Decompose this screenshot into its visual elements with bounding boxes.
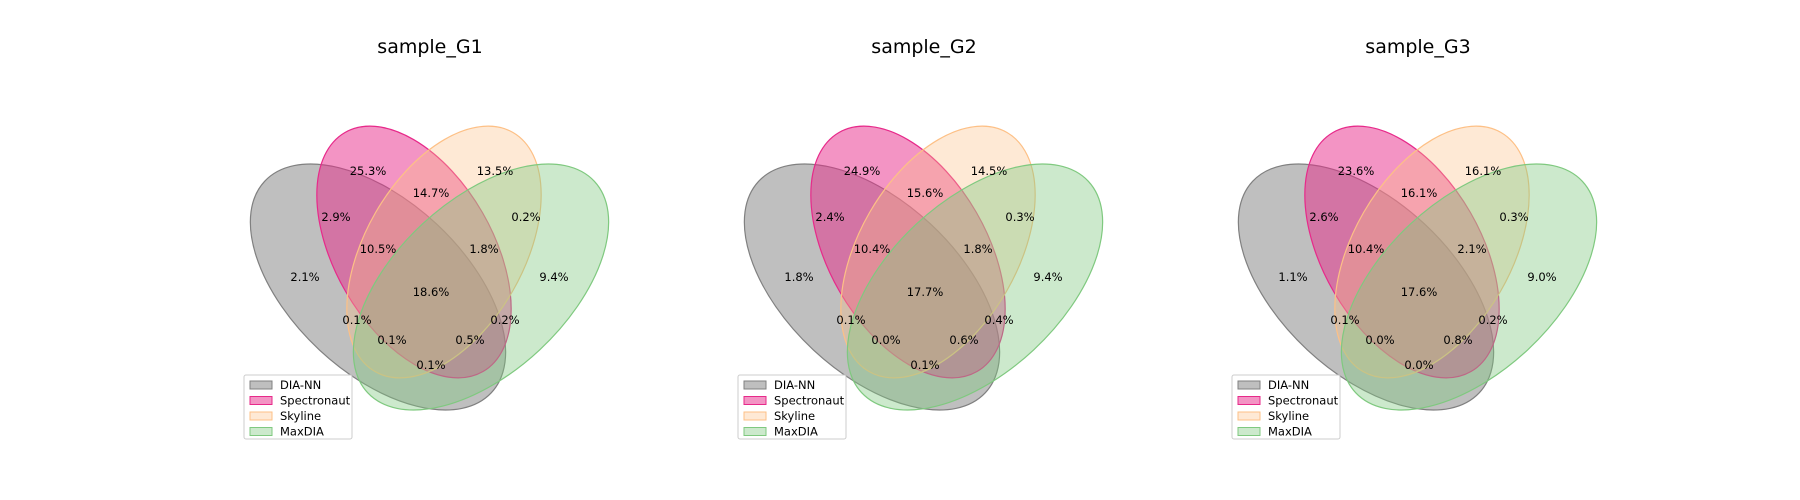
region-label-ad: 0.1% — [910, 358, 939, 372]
panel-title: sample_G1 — [377, 36, 482, 58]
region-label-ac: 0.1% — [1330, 313, 1359, 327]
legend-swatch — [743, 427, 767, 436]
region-label-bcd: 1.8% — [963, 242, 992, 256]
region-label-c: 13.5% — [477, 164, 514, 178]
panel-title: sample_G3 — [1365, 36, 1470, 58]
legend-label: Spectronaut — [280, 394, 351, 408]
set-ellipse-maxdia — [1340, 163, 1598, 411]
legend-frame — [737, 374, 847, 440]
legend-label: Spectronaut — [774, 394, 845, 408]
region-label-cd: 0.3% — [1005, 210, 1034, 224]
set-ellipse-spectronaut — [316, 125, 512, 379]
legend-swatch — [249, 411, 273, 421]
set-ellipse-maxdia — [846, 163, 1104, 411]
venn-panel-3: sample_G3 1.1% 23.6% 16.1% 9.0% 2.6% 16.1% 0.3%… — [1231, 36, 1598, 440]
set-ellipse-maxdia — [352, 163, 610, 411]
region-label-c: 14.5% — [971, 164, 1008, 178]
legend-swatch — [1237, 380, 1261, 390]
region-label-b: 25.3% — [350, 164, 387, 178]
region-label-ad: 0.1% — [416, 358, 445, 372]
panel-title: sample_G2 — [871, 36, 976, 58]
region-label-abd: 0.6% — [949, 333, 978, 347]
legend-swatch — [249, 396, 273, 405]
legend-swatch — [1237, 411, 1261, 421]
region-label-abc: 10.4% — [854, 242, 891, 256]
region-label-bc: 15.6% — [907, 186, 944, 200]
legend-label: Skyline — [1268, 409, 1309, 423]
region-label-ad: 0.0% — [1404, 358, 1433, 372]
region-label-acd: 0.0% — [871, 333, 900, 347]
region-label-b: 23.6% — [1338, 164, 1375, 178]
set-ellipse-skyline — [346, 125, 542, 379]
region-label-d: 9.4% — [1033, 270, 1062, 284]
legend-swatch — [1237, 427, 1261, 436]
region-label-a: 1.1% — [1278, 270, 1307, 284]
legend-label: MaxDIA — [1268, 425, 1312, 439]
region-label-cd: 0.2% — [511, 210, 540, 224]
venn-panel-2: sample_G2 1.8% 24.9% 14.5% 9.4% 2.4% 15.6% 0.3%… — [737, 36, 1104, 440]
region-label-bd: 0.2% — [490, 313, 519, 327]
legend-label: Spectronaut — [1268, 394, 1339, 408]
region-label-abd: 0.5% — [455, 333, 484, 347]
legend-swatch — [743, 396, 767, 405]
region-label-ab: 2.4% — [815, 210, 844, 224]
venn-panel-1: sample_G1 2.1% 25.3% 13.5% 9.4% 2.9% 14.7% 0.2%… — [243, 36, 610, 440]
legend-swatch — [1237, 396, 1261, 405]
legend-swatch — [249, 380, 273, 390]
region-label-abcd: 18.6% — [413, 285, 450, 299]
legend-label: MaxDIA — [774, 425, 818, 439]
region-label-abd: 0.8% — [1443, 333, 1472, 347]
legend-label: Skyline — [774, 409, 815, 423]
region-label-ac: 0.1% — [836, 313, 865, 327]
region-label-ab: 2.9% — [321, 210, 350, 224]
region-label-abc: 10.4% — [1348, 242, 1385, 256]
region-label-a: 2.1% — [290, 270, 319, 284]
region-label-d: 9.0% — [1527, 270, 1556, 284]
region-label-bcd: 2.1% — [1457, 242, 1486, 256]
region-label-c: 16.1% — [1465, 164, 1502, 178]
region-label-abc: 10.5% — [360, 242, 397, 256]
legend-frame — [243, 374, 353, 440]
region-label-bd: 0.4% — [984, 313, 1013, 327]
legend-swatch — [249, 427, 273, 436]
legend-swatch — [743, 380, 767, 390]
set-ellipse-skyline — [840, 125, 1036, 379]
legend-label: DIA-NN — [280, 378, 321, 392]
region-label-cd: 0.3% — [1499, 210, 1528, 224]
region-label-ac: 0.1% — [342, 313, 371, 327]
region-label-b: 24.9% — [844, 164, 881, 178]
legend-label: Skyline — [280, 409, 321, 423]
region-label-acd: 0.0% — [1365, 333, 1394, 347]
region-label-ab: 2.6% — [1309, 210, 1338, 224]
legend-label: MaxDIA — [280, 425, 324, 439]
region-label-abcd: 17.6% — [1401, 285, 1438, 299]
region-label-acd: 0.1% — [377, 333, 406, 347]
region-label-bc: 14.7% — [413, 186, 450, 200]
legend-label: DIA-NN — [774, 378, 815, 392]
region-label-a: 1.8% — [784, 270, 813, 284]
region-label-bc: 16.1% — [1401, 186, 1438, 200]
legend-swatch — [743, 411, 767, 421]
region-label-d: 9.4% — [539, 270, 568, 284]
set-ellipse-spectronaut — [810, 125, 1006, 379]
legend-frame — [1231, 374, 1341, 440]
legend-label: DIA-NN — [1268, 378, 1309, 392]
set-ellipse-spectronaut — [1304, 125, 1500, 379]
region-label-bcd: 1.8% — [469, 242, 498, 256]
region-label-bd: 0.2% — [1478, 313, 1507, 327]
set-ellipse-skyline — [1334, 125, 1530, 379]
region-label-abcd: 17.7% — [907, 285, 944, 299]
